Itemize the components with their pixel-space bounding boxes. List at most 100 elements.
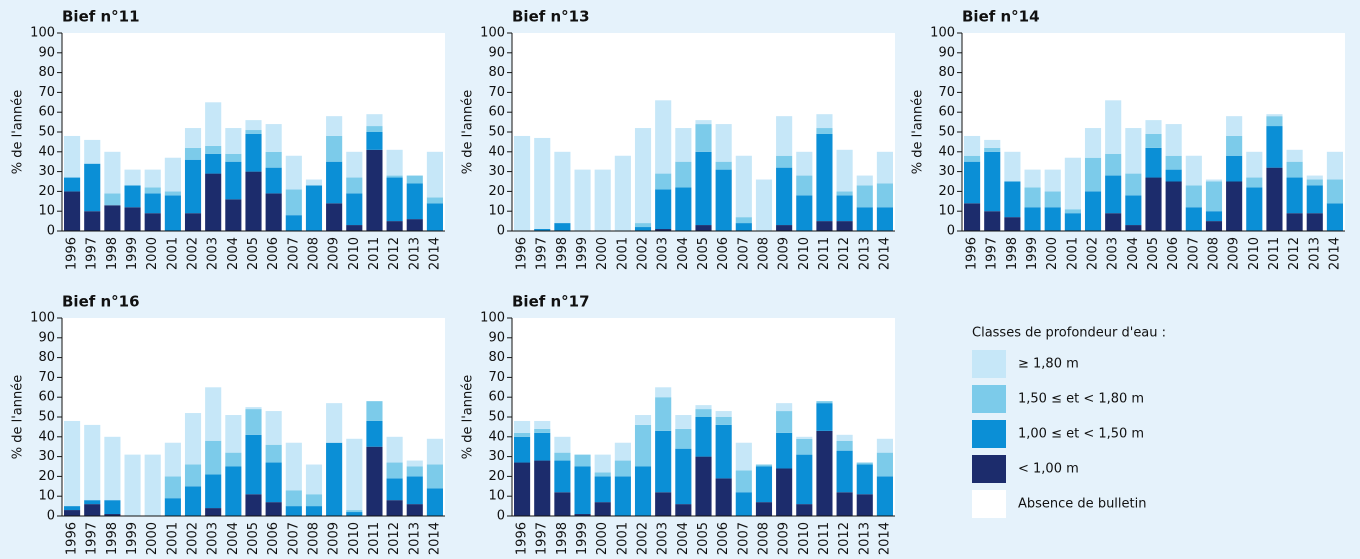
bar-segment [964,155,981,162]
bar-segment [675,161,692,188]
bar-segment [205,508,222,516]
x-tick-label: 2002 [186,522,201,555]
y-tick-label: 80 [488,65,505,80]
bar-segment [634,227,652,231]
y-tick-label: 40 [38,429,55,444]
x-tick-label: 2013 [857,237,872,270]
bar-segment [655,189,672,230]
x-tick-label: 2009 [1227,237,1242,270]
x-tick-label: 2010 [1247,237,1262,270]
bar-segment [64,135,81,178]
y-tick-label: 0 [947,224,955,239]
x-tick-label: 2009 [327,522,342,555]
bar-segment [984,147,1001,152]
bar-segment [755,466,773,503]
bar-segment [326,442,343,516]
bar-segment [84,139,101,164]
legend-swatch [972,420,1006,448]
bar-segment [836,434,853,441]
y-tick-label: 20 [488,184,505,199]
x-tick-label: 2013 [407,237,422,270]
y-axis-label: % de l'année [461,375,476,460]
y-tick-label: 100 [30,26,55,41]
y-tick-label: 90 [938,45,955,60]
bar-segment [184,213,202,231]
bar-segment [1145,177,1162,231]
x-tick-label: 2006 [266,237,281,270]
bar-segment [675,504,692,516]
bar-segment [104,151,121,194]
x-tick-label: 2009 [777,522,792,555]
y-axis-label: % de l'année [11,375,26,460]
x-tick-label: 2008 [306,237,321,270]
bar-segment [225,452,242,467]
bar-segment [554,460,571,493]
bar-segment [574,466,591,515]
bar-segment [184,464,202,487]
x-tick-label: 2003 [656,522,671,555]
bar-segment [776,468,793,516]
y-tick-label: 90 [38,330,55,345]
bar-segment [695,151,712,226]
x-tick-label: 1997 [985,237,1000,270]
y-tick-label: 60 [488,390,505,405]
x-tick-label: 2014 [427,237,442,270]
y-tick-label: 60 [38,390,55,405]
bar-segment [735,217,752,224]
bar-segment [675,428,692,449]
bar-segment [614,442,631,461]
bar-segment [64,510,81,516]
bar-segment [836,221,853,231]
bar-segment [1165,169,1182,182]
bar-segment [856,207,873,231]
bar-segment [695,405,712,410]
bar-segment [84,211,101,231]
bar-segment [634,466,652,516]
bar-segment [225,161,242,200]
bar-segment [1145,133,1162,148]
bar-segment [796,195,813,231]
bar-segment [1286,177,1303,214]
bar-segment [184,159,202,214]
bar-segment [406,183,423,220]
x-tick-label: 2002 [636,522,651,555]
bar-segment [655,387,672,398]
bar-segment [64,177,81,192]
x-tick-label: 2004 [1126,237,1141,270]
y-tick-label: 90 [488,45,505,60]
bar-segment [1024,187,1041,208]
bar-segment [164,476,181,499]
y-tick-label: 50 [488,410,505,425]
x-tick-label: 2000 [1045,237,1060,270]
y-tick-label: 30 [488,449,505,464]
bar-segment [655,397,672,431]
y-tick-label: 70 [488,85,505,100]
bar-segment [594,502,611,516]
legend-label: ≥ 1,80 m [1018,357,1079,372]
bar-segment [205,440,222,475]
legend-swatch [972,455,1006,483]
bar-segment [426,488,443,516]
bar-segment [655,492,672,516]
x-tick-label: 2012 [837,522,852,555]
y-tick-label: 20 [38,469,55,484]
bar-segment [1205,181,1223,212]
bar-segment [366,149,383,231]
y-tick-label: 0 [47,224,55,239]
bar-segment [1044,207,1061,231]
bar-segment [594,454,611,473]
bar-segment [124,169,141,186]
bar-segment [1226,135,1243,156]
x-tick-label: 2008 [756,522,771,555]
bar-segment [1246,151,1263,178]
y-tick-label: 0 [497,224,505,239]
bar-segment [856,464,873,495]
bar-segment [164,195,181,231]
chart-title: Bief n°16 [62,293,140,311]
x-tick-label: 1998 [1005,237,1020,270]
x-tick-label: 2006 [716,522,731,555]
bar-segment [964,135,981,156]
bar-segment [164,191,181,196]
bar-segment [326,135,343,162]
bar-segment [124,185,141,208]
